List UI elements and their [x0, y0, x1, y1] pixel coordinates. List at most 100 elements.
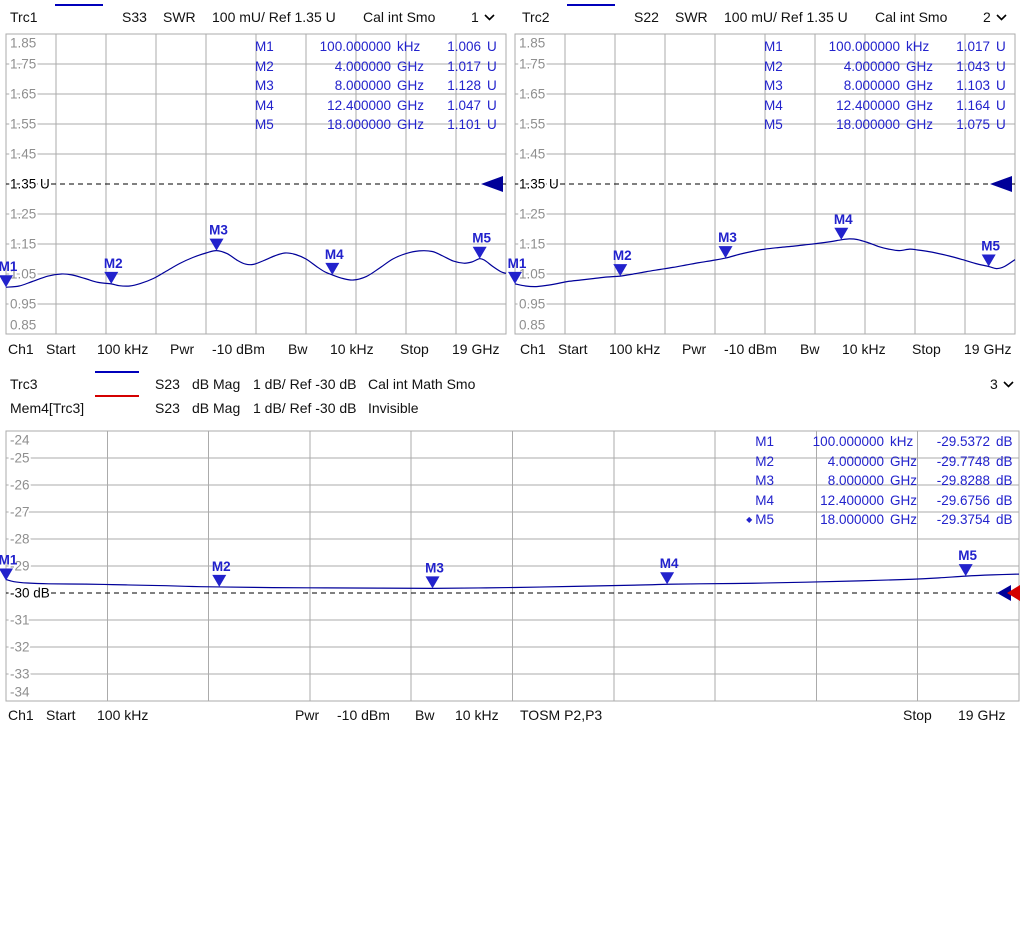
marker-funit: kHz [397, 39, 421, 54]
footer-bw-value[interactable]: 10 kHz [330, 341, 374, 357]
footer-stop-value[interactable]: 19 GHz [958, 707, 1006, 723]
trc3-trace [5, 573, 1020, 589]
marker-freq: 18.000000 [820, 512, 884, 527]
trc3-marker-M4[interactable]: M4 [660, 556, 679, 585]
trc1-ref-level-label: 1.35 U [10, 177, 50, 192]
trc1-y-tick-label: 0.95 [10, 297, 36, 312]
trc2-marker-M2[interactable]: M2 [613, 248, 632, 277]
marker-id: M2 [764, 58, 783, 74]
marker-triangle-icon[interactable] [508, 271, 523, 284]
footer-bw-value[interactable]: 10 kHz [842, 341, 886, 357]
marker-val: 1.103 [956, 78, 990, 93]
footer-bw-label[interactable]: Bw [800, 341, 820, 357]
footer-start-label[interactable]: Start [46, 707, 76, 723]
marker-triangle-icon[interactable] [325, 262, 340, 275]
marker-id: M3 [255, 78, 274, 93]
marker-vunit: U [487, 117, 497, 132]
footer-bw-label[interactable]: Bw [288, 341, 308, 357]
marker-row-M5: M5 18.000000 GHz 1.101 U [255, 115, 503, 135]
marker-triangle-icon[interactable] [212, 574, 227, 587]
trc1-channel-footer: Ch1 Start 100 kHz Pwr -10 dBm Bw 10 kHz … [0, 338, 512, 360]
trc3-channel-footer: Ch1 Start 100 kHz Pwr -10 dBm Bw 10 kHz … [0, 704, 1024, 726]
trc3-channel-select[interactable]: 3 [990, 371, 1014, 397]
trc3-marker-M1[interactable]: M1 [0, 553, 18, 581]
footer-stop-label[interactable]: Stop [400, 341, 429, 357]
footer-stop-label[interactable]: Stop [912, 341, 941, 357]
trc2-format: SWR [675, 9, 708, 25]
trc2-name[interactable]: Trc2 [522, 9, 550, 25]
trc1-sparam: S33 [122, 9, 147, 25]
marker-label: M2 [104, 256, 123, 271]
trc1-status: Cal int Smo [363, 9, 436, 25]
trc2-channel-select[interactable]: 2 [983, 4, 1007, 30]
marker-triangle-icon[interactable] [472, 246, 487, 259]
trc1-marker-table: M1 100.000000 kHz 1.006 U M2 4.000000 GHz 1.017 U… [255, 37, 503, 135]
marker-triangle-icon[interactable] [834, 227, 849, 240]
trc1-channel-select[interactable]: 1 [471, 4, 495, 30]
marker-triangle-icon[interactable] [958, 564, 973, 577]
trc3-name[interactable]: Trc3 [10, 376, 38, 392]
trc1-marker-M5[interactable]: M5 [472, 231, 492, 259]
footer-start-value[interactable]: 100 kHz [97, 341, 149, 357]
marker-freq: 4.000000 [843, 58, 900, 74]
footer-cal-status[interactable]: TOSM P2,P3 [520, 707, 603, 723]
footer-stop-value[interactable]: 19 GHz [452, 341, 500, 357]
footer-pwr-value[interactable]: -10 dBm [337, 707, 390, 723]
footer-bw-value[interactable]: 10 kHz [455, 707, 499, 723]
marker-vunit: U [996, 39, 1006, 54]
marker-id: M2 [755, 453, 774, 469]
trc3-marker-M3[interactable]: M3 [425, 560, 444, 589]
marker-triangle-icon[interactable] [425, 576, 440, 589]
footer-bw-label[interactable]: Bw [415, 707, 435, 723]
footer-start-value[interactable]: 100 kHz [97, 707, 149, 723]
marker-triangle-icon[interactable] [981, 254, 996, 267]
trc2-marker-M4[interactable]: M4 [834, 212, 853, 240]
trc3-y-tick-label: -26 [10, 478, 30, 493]
mem4-name[interactable]: Mem4[Trc3] [10, 400, 85, 416]
marker-vunit: dB [996, 492, 1013, 508]
trc1-y-tick-label: 1.85 [10, 36, 36, 51]
marker-id: M3 [764, 78, 783, 93]
marker-label: M1 [0, 553, 18, 568]
trc3-marker-M5[interactable]: M5 [958, 548, 978, 577]
trc1-marker-M4[interactable]: M4 [325, 247, 344, 275]
marker-funit: kHz [906, 39, 930, 54]
trc1-format: SWR [163, 9, 196, 25]
marker-row-M1: M1 100.000000 kHz 1.017 U [764, 37, 1012, 57]
trc2-marker-M5[interactable]: M5 [981, 239, 1001, 267]
footer-pwr-label[interactable]: Pwr [170, 341, 195, 357]
marker-triangle-icon[interactable] [104, 271, 119, 284]
marker-funit: GHz [890, 473, 917, 488]
trc1-marker-M1[interactable]: M1 [0, 259, 18, 288]
trc1-name[interactable]: Trc1 [10, 9, 38, 25]
footer-start-value[interactable]: 100 kHz [609, 341, 661, 357]
trc2-marker-M1[interactable]: M1 [508, 256, 527, 284]
marker-triangle-icon[interactable] [718, 246, 733, 259]
marker-triangle-icon[interactable] [0, 568, 14, 581]
trc3-marker-M2[interactable]: M2 [212, 559, 231, 587]
marker-label: M4 [834, 212, 853, 227]
marker-triangle-icon[interactable] [0, 275, 14, 288]
footer-stop-label[interactable]: Stop [903, 707, 932, 723]
footer-stop-value[interactable]: 19 GHz [964, 341, 1012, 357]
chevron-down-icon [484, 13, 495, 21]
trc3-plot-panel[interactable]: -24 -25 -26 -27 -28 -29 -30 dB -31 -32 -33 -34 M1 M2… [0, 430, 1020, 702]
trc2-marker-M3[interactable]: M3 [718, 230, 737, 259]
marker-freq: 100.000000 [828, 39, 900, 54]
footer-pwr-label[interactable]: Pwr [682, 341, 707, 357]
footer-start-label[interactable]: Start [558, 341, 588, 357]
trc3-plot-svg: -24 -25 -26 -27 -28 -29 -30 dB -31 -32 -33 -34 M1 M2… [0, 430, 1020, 702]
trc1-y-tick-label: 1.45 [10, 147, 36, 162]
trc1-marker-M2[interactable]: M2 [104, 256, 123, 284]
trc1-plot-panel[interactable]: 1.85 1.75 1.65 1.55 1.45 1.35 U 1.25 1.15 1.05 0.… [0, 33, 507, 335]
trc1-marker-M3[interactable]: M3 [209, 223, 228, 251]
marker-triangle-icon[interactable] [613, 264, 628, 277]
footer-pwr-value[interactable]: -10 dBm [212, 341, 265, 357]
footer-start-label[interactable]: Start [46, 341, 76, 357]
trc2-plot-panel[interactable]: 1.85 1.75 1.65 1.55 1.45 1.35 U 1.25 1.15 1.05 0.… [508, 33, 1016, 335]
marker-row-M1: M1 100.000000 kHz 1.006 U [255, 37, 503, 57]
marker-triangle-icon[interactable] [209, 238, 224, 251]
footer-pwr-label[interactable]: Pwr [295, 707, 320, 723]
marker-triangle-icon[interactable] [660, 572, 675, 585]
footer-pwr-value[interactable]: -10 dBm [724, 341, 777, 357]
